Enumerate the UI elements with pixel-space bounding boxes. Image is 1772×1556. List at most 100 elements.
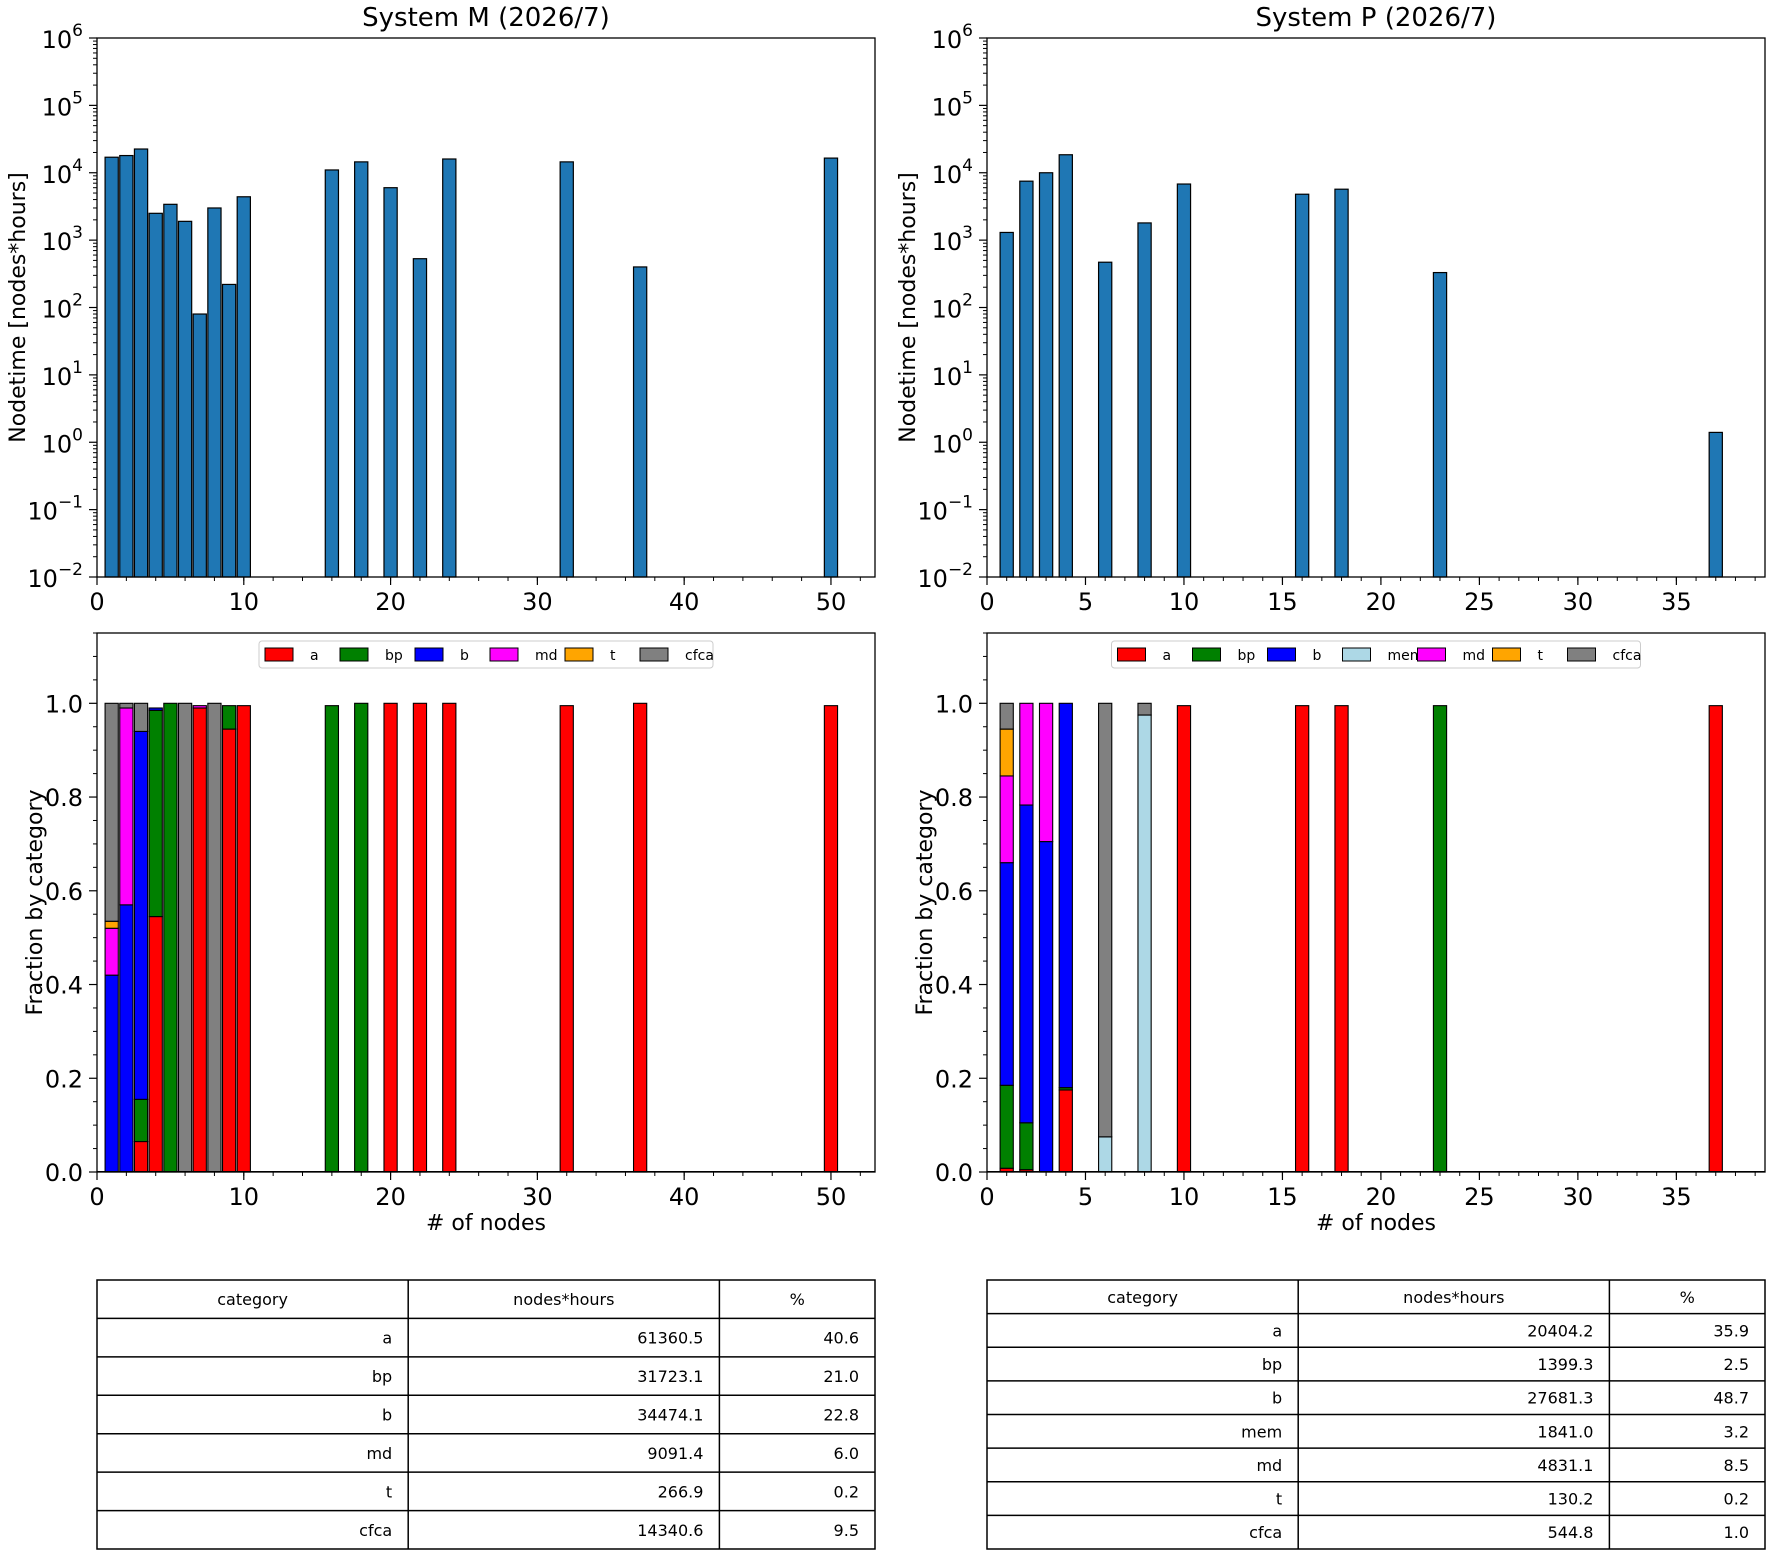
bar-segment xyxy=(1038,702,1054,843)
p-table-panel: category nodes*hours % a 20404.2 35.9 bp 1399.3… xyxy=(986,1279,1766,1550)
legend-label-cfca: cfca xyxy=(685,648,714,664)
table-cell: 34474.1 xyxy=(637,1406,703,1425)
legend-swatch-bp xyxy=(339,647,369,662)
y-tick-base: 10 xyxy=(932,228,963,256)
bar xyxy=(383,187,398,578)
y-tick-label: 0.8 xyxy=(45,784,83,812)
y-tick-label: 104 xyxy=(932,156,973,189)
x-axis-label: # of nodes xyxy=(1316,1211,1436,1236)
y-tick-base: 10 xyxy=(42,228,73,256)
bar-segment xyxy=(133,702,149,732)
x-tick-label: 50 xyxy=(816,1183,847,1211)
y-tick-exponent: 1 xyxy=(72,358,83,378)
legend-label-bp: bp xyxy=(385,648,403,664)
bar xyxy=(1058,154,1073,578)
y-tick-label: 103 xyxy=(932,223,973,256)
bar-segment xyxy=(442,702,457,1173)
legend-swatch-b xyxy=(1267,647,1296,662)
bar-segment xyxy=(1137,702,1152,716)
bar xyxy=(207,207,222,578)
table-cell: b xyxy=(382,1406,392,1425)
legend-swatch-t xyxy=(1492,647,1521,662)
table-header-cell: category xyxy=(1107,1288,1178,1307)
y-tick-label: 10−2 xyxy=(27,560,83,593)
table-cell: 20404.2 xyxy=(1527,1321,1593,1340)
bar xyxy=(442,158,457,578)
table-cell: mem xyxy=(1241,1422,1282,1441)
bar xyxy=(133,148,149,578)
legend-label-t: t xyxy=(1538,648,1544,664)
legend-label-t: t xyxy=(610,648,616,664)
y-axis-label: Fraction by category xyxy=(913,789,938,1015)
bar xyxy=(192,313,207,578)
bar xyxy=(324,169,340,578)
table-cell: 544.8 xyxy=(1548,1523,1594,1542)
y-tick-base: 10 xyxy=(917,498,948,526)
bar-segment xyxy=(354,702,369,1173)
bar-segment xyxy=(119,904,134,1173)
y-tick-label: 0.2 xyxy=(45,1065,83,1093)
table-cell: 4831.1 xyxy=(1537,1456,1593,1475)
legend-swatch-bp xyxy=(1192,647,1221,662)
bar xyxy=(354,161,369,578)
legend-label-bp: bp xyxy=(1238,648,1256,664)
y-tick-exponent: 4 xyxy=(72,156,83,176)
bar xyxy=(823,157,839,578)
legend-swatch-md xyxy=(489,647,519,662)
x-tick-label: 10 xyxy=(1169,1183,1200,1211)
x-tick-label: 0 xyxy=(89,588,104,616)
bar xyxy=(412,258,428,578)
x-tick-label: 25 xyxy=(1464,1183,1495,1211)
y-tick-label: 103 xyxy=(42,223,83,256)
x-tick-label: 30 xyxy=(522,588,553,616)
bar-segment xyxy=(1294,705,1310,1173)
bar xyxy=(1097,261,1113,578)
legend-swatch-md xyxy=(1417,647,1446,662)
y-tick-label: 0.4 xyxy=(935,972,973,1000)
y-tick-base: 10 xyxy=(42,93,73,121)
table-cell: cfca xyxy=(1249,1523,1282,1542)
table-cell: 3.2 xyxy=(1724,1422,1749,1441)
legend-label-a: a xyxy=(310,648,319,664)
bar-segment xyxy=(133,1098,149,1143)
legend: a bp b mem md t cfca xyxy=(1111,640,1641,669)
y-tick-base: 10 xyxy=(42,430,73,458)
bar-segment xyxy=(1019,702,1034,806)
bar xyxy=(1176,183,1192,578)
bar-segment xyxy=(999,702,1014,730)
bar-segment xyxy=(383,702,398,1173)
table-cell: a xyxy=(382,1329,392,1348)
legend-swatch-b xyxy=(414,647,444,662)
table-cell: 40.6 xyxy=(823,1329,859,1348)
table-header-cell: category xyxy=(217,1290,288,1309)
bar-segment xyxy=(236,705,251,1173)
p-hist-panel: 0 5 10 15 20 25 30 3510−210−1100101102103104105… xyxy=(896,3,1766,616)
x-tick-label: 10 xyxy=(229,1183,260,1211)
table-cell: 0.2 xyxy=(1724,1490,1749,1509)
bar xyxy=(1137,222,1152,578)
table-cell: 1.0 xyxy=(1724,1523,1749,1542)
table-cell: t xyxy=(1276,1490,1282,1509)
bar xyxy=(236,196,251,578)
bar-segment xyxy=(133,1140,149,1173)
bar xyxy=(1038,172,1054,578)
legend-label-md: md xyxy=(1463,648,1486,664)
legend-swatch-a xyxy=(1117,647,1146,662)
bar-segment xyxy=(163,702,178,1173)
y-tick-label: 0.0 xyxy=(45,1159,83,1187)
x-tick-label: 20 xyxy=(375,588,406,616)
y-tick-label: 0.0 xyxy=(935,1159,973,1187)
y-tick-label: 1.0 xyxy=(45,690,83,718)
bar-segment xyxy=(559,705,574,1173)
legend-swatch-cfca xyxy=(639,647,669,662)
table-cell: 2.5 xyxy=(1724,1355,1749,1374)
x-tick-label: 40 xyxy=(669,1183,700,1211)
y-tick-base: 10 xyxy=(27,565,58,593)
bar xyxy=(221,283,237,578)
table-cell: 9091.4 xyxy=(647,1444,703,1463)
bar-segment xyxy=(1432,705,1448,1173)
y-tick-label: 102 xyxy=(42,291,83,324)
table-cell: 6.0 xyxy=(834,1444,859,1463)
y-tick-label: 0.6 xyxy=(45,878,83,906)
y-tick-exponent: −2 xyxy=(948,560,973,580)
